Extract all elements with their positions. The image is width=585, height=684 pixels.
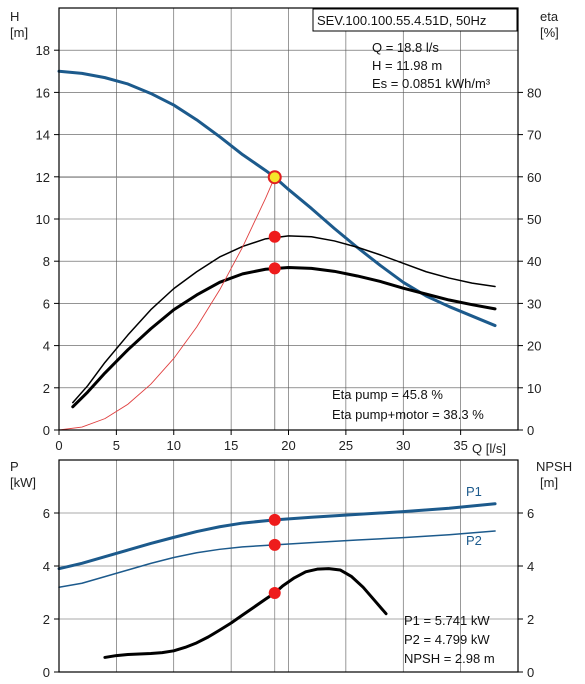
y-tick-label: 2 <box>43 381 50 396</box>
bottom-markers <box>268 513 281 600</box>
y2-tick-label: 50 <box>527 212 541 227</box>
top-y-axis-label: H <box>10 9 19 24</box>
x-tick-label: 25 <box>339 438 353 453</box>
series-line-0 <box>57 69 497 328</box>
info-p2: P2 = 4.799 kW <box>404 632 490 647</box>
info-eta-pump-motor: Eta pump+motor = 38.3 % <box>332 407 484 422</box>
chart-title-box <box>312 8 518 32</box>
head-efficiency-chart: 0 2 4 6 8 10 12 14 16 18 0 10 20 30 40 50 60 70 80 0 5 10 15… <box>10 7 559 456</box>
y-tick-label: 0 <box>43 665 50 680</box>
info-npsh: NPSH = 2.98 m <box>404 651 495 666</box>
operating-point-guides <box>59 176 276 430</box>
x-tick-label: 10 <box>167 438 181 453</box>
y-tick-label: 16 <box>36 85 50 100</box>
y2-tick-label: 2 <box>527 612 534 627</box>
y2-tick-label: 0 <box>527 423 534 438</box>
y-tick-label: 18 <box>36 43 50 58</box>
bottom-grid <box>59 460 518 672</box>
bottom-y2-axis-unit: [m] <box>540 475 558 490</box>
bottom-y-axis-label: P <box>10 459 19 474</box>
y2-tick-label: 80 <box>527 85 541 100</box>
y-tick-label: 4 <box>43 339 50 354</box>
top-grid <box>59 8 518 430</box>
top-y2-axis-unit: [%] <box>540 25 559 40</box>
y-tick-label: 14 <box>36 128 50 143</box>
y2-tick-label: 60 <box>527 170 541 185</box>
y2-tick-label: 30 <box>527 296 541 311</box>
series-line-1 <box>72 235 496 404</box>
y-tick-label: 0 <box>43 423 50 438</box>
x-tick-label: 30 <box>396 438 410 453</box>
y-tick-label: 10 <box>36 212 50 227</box>
top-x-ticks: 0 5 10 15 20 25 30 35 <box>55 430 468 453</box>
operating-point-marker <box>268 538 281 551</box>
top-series <box>57 69 497 431</box>
bottom-y-axis-unit: [kW] <box>10 475 36 490</box>
x-tick-label: 0 <box>55 438 62 453</box>
x-tick-label: 15 <box>224 438 238 453</box>
top-y-ticks: 0 2 4 6 8 10 12 14 16 18 <box>36 43 59 438</box>
x-tick-label: 5 <box>113 438 120 453</box>
top-x-axis-label: Q [l/s] <box>472 441 506 456</box>
y-tick-label: 6 <box>43 296 50 311</box>
series-line-3 <box>58 176 276 431</box>
top-y2-axis-label: eta <box>540 9 559 24</box>
bottom-y-ticks: 0 2 4 6 <box>43 506 59 680</box>
x-tick-label: 20 <box>281 438 295 453</box>
top-y-axis-unit: [m] <box>10 25 28 40</box>
y2-tick-label: 10 <box>527 381 541 396</box>
top-y2-ticks: 0 10 20 30 40 50 60 70 80 <box>518 85 541 438</box>
series-line-1 <box>58 530 496 588</box>
operating-point-marker <box>267 170 282 185</box>
top-markers <box>267 170 282 275</box>
series-line-2 <box>71 266 497 409</box>
bottom-y2-axis-label: NPSH <box>536 459 572 474</box>
operating-point-marker <box>268 513 281 526</box>
operating-point-marker <box>268 230 281 243</box>
series-line-0 <box>57 502 497 571</box>
y2-tick-label: 4 <box>527 559 534 574</box>
series-line-2 <box>103 567 388 659</box>
power-npsh-chart: 0 2 4 6 0 2 4 6 P [kW] NPSH [m] P1 P2 P1 = 5.7… <box>10 459 572 680</box>
info-specific-energy: Es = 0.0851 kWh/m³ <box>372 76 491 91</box>
info-flow: Q = 18.8 l/s <box>372 40 439 55</box>
y-tick-label: 4 <box>43 559 50 574</box>
operating-point-marker <box>268 587 281 600</box>
y-tick-label: 8 <box>43 254 50 269</box>
y-tick-label: 12 <box>36 170 50 185</box>
info-head: H = 11.98 m <box>372 58 442 73</box>
y2-tick-label: 40 <box>527 254 541 269</box>
chart-title: SEV.100.100.55.4.51D, 50Hz <box>317 13 486 28</box>
y2-tick-label: 6 <box>527 506 534 521</box>
bottom-y2-ticks: 0 2 4 6 <box>518 506 534 680</box>
x-tick-label: 35 <box>453 438 467 453</box>
y2-tick-label: 20 <box>527 339 541 354</box>
y2-tick-label: 70 <box>527 128 541 143</box>
bottom-series <box>57 502 497 659</box>
info-eta-pump: Eta pump = 45.8 % <box>332 387 443 402</box>
info-p1: P1 = 5.741 kW <box>404 613 490 628</box>
operating-point-marker <box>268 262 281 275</box>
series-label-p1: P1 <box>466 484 482 499</box>
y2-tick-label: 0 <box>527 665 534 680</box>
y-tick-label: 2 <box>43 612 50 627</box>
y-tick-label: 6 <box>43 506 50 521</box>
series-label-p2: P2 <box>466 533 482 548</box>
